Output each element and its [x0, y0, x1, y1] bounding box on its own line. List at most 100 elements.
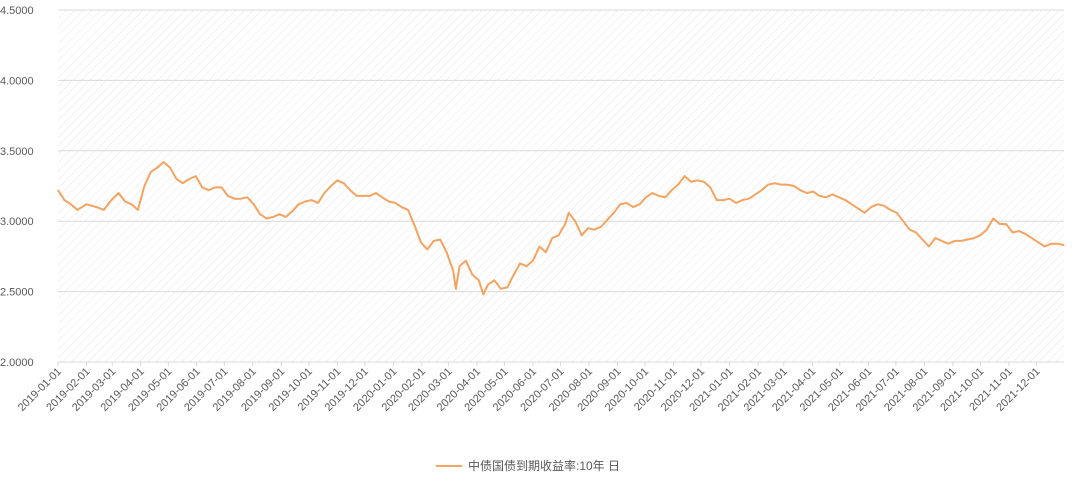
data-point [137, 209, 139, 211]
x-axis-ticks: 2019-01-012019-02-012019-03-012019-04-01… [16, 362, 1043, 414]
data-point [632, 206, 634, 208]
data-point [336, 179, 338, 181]
data-point [124, 200, 126, 203]
data-point [118, 192, 120, 194]
data-point [639, 203, 641, 205]
y-tick-label: 3.5000 [0, 146, 34, 158]
data-point [272, 216, 274, 218]
data-point [482, 293, 484, 295]
data-point [381, 196, 383, 198]
data-point [538, 245, 541, 248]
data-point [532, 260, 534, 262]
data-point [999, 223, 1001, 225]
data-point [214, 186, 216, 188]
data-point [876, 203, 879, 205]
data-point [587, 227, 589, 229]
data-point [1037, 241, 1039, 243]
data-point [806, 192, 808, 194]
data-point [413, 224, 416, 226]
data-point [722, 199, 724, 201]
data-point [285, 216, 287, 218]
data-point [478, 279, 480, 281]
data-point [986, 229, 988, 231]
data-point [870, 206, 872, 208]
data-point [645, 196, 647, 198]
data-point [265, 217, 268, 219]
data-point [253, 203, 255, 205]
data-point [960, 240, 962, 242]
data-point [240, 198, 242, 200]
data-point [70, 203, 72, 205]
data-point [362, 195, 364, 197]
data-point [519, 262, 521, 264]
data-point [619, 203, 621, 205]
series-group [57, 161, 1065, 296]
data-point [188, 178, 190, 180]
data-point [658, 195, 660, 197]
data-point [761, 189, 763, 191]
data-point [323, 192, 325, 194]
data-point [799, 189, 801, 191]
data-point [564, 223, 566, 225]
data-point [394, 202, 396, 204]
data-point [220, 186, 223, 188]
data-point [103, 209, 105, 211]
data-point [356, 195, 358, 197]
data-point [455, 288, 457, 290]
data-point [110, 199, 112, 201]
data-point [465, 260, 467, 262]
data-point [921, 238, 924, 241]
data-point [233, 198, 235, 200]
data-point [150, 171, 152, 173]
data-point [551, 237, 553, 239]
data-point [471, 274, 473, 276]
data-point [851, 203, 853, 205]
data-point [246, 196, 248, 198]
data-point [506, 286, 508, 288]
data-point [844, 199, 846, 201]
data-point [954, 240, 956, 242]
data-point [85, 203, 88, 205]
data-point [754, 193, 756, 195]
plot-area-background [58, 10, 1064, 362]
data-point [915, 231, 917, 234]
data-point [767, 184, 769, 186]
data-point [227, 195, 229, 197]
data-point [156, 167, 158, 169]
data-point [857, 207, 859, 210]
y-axis-ticks: 2.0000 2.5000 3.0000 3.5000 4.0000 4.5000 [0, 5, 34, 369]
data-point [458, 265, 461, 267]
data-point [1044, 245, 1046, 248]
data-point [684, 175, 686, 177]
data-point [831, 193, 834, 195]
data-point [1063, 244, 1065, 246]
legend-label: 中债国债到期收益率:10年 日 [468, 458, 620, 473]
data-point [941, 240, 943, 242]
data-point [934, 237, 937, 239]
data-point [947, 243, 949, 245]
data-point [729, 198, 731, 200]
data-point [793, 185, 795, 187]
legend: 中债国债到期收益率:10年 日 [436, 458, 620, 473]
data-point [330, 185, 332, 187]
data-point [446, 251, 448, 253]
data-point [420, 241, 422, 243]
data-point [664, 196, 666, 198]
data-point [426, 248, 428, 250]
data-point [368, 195, 370, 197]
data-point [500, 288, 502, 290]
data-point [433, 240, 435, 242]
data-point [401, 206, 403, 208]
data-point [545, 251, 547, 253]
data-point [298, 203, 300, 205]
y-tick-label: 2.5000 [0, 287, 34, 299]
data-point [1012, 231, 1014, 234]
data-point [883, 205, 885, 207]
data-point [208, 189, 210, 191]
y-tick-label: 4.0000 [0, 75, 34, 87]
data-point [600, 226, 602, 228]
data-point [677, 184, 679, 186]
data-point [568, 212, 570, 214]
data-point [709, 186, 711, 188]
data-point [626, 202, 628, 204]
